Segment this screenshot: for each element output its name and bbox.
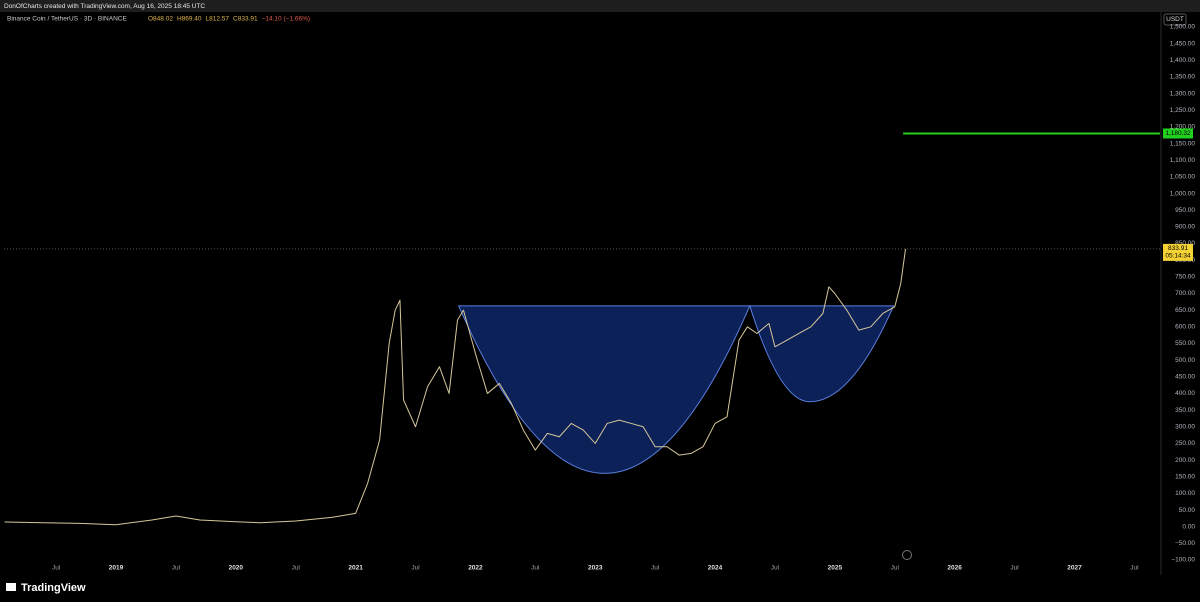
y-tick-label: 600.00	[1175, 324, 1195, 331]
x-tick-label: Jul	[292, 565, 301, 572]
top-bar	[0, 0, 1200, 12]
plot-bg	[0, 12, 1200, 575]
ohlc-value: H869.40	[177, 16, 202, 23]
y-tick-label: 1,250.00	[1170, 107, 1196, 114]
x-tick-label: 2020	[229, 565, 244, 572]
y-tick-label: 750.00	[1175, 274, 1195, 281]
y-tick-label: 1,000.00	[1170, 190, 1196, 197]
y-tick-label: 1,400.00	[1170, 57, 1196, 64]
ohlc-value: L812.57	[206, 16, 230, 23]
x-tick-label: 2022	[468, 565, 483, 572]
x-tick-label: 2021	[348, 565, 363, 572]
x-tick-label: Jul	[411, 565, 420, 572]
y-tick-label: 50.00	[1179, 507, 1196, 514]
y-tick-label: 1,150.00	[1170, 140, 1196, 147]
y-tick-label: 1,200.00	[1170, 124, 1196, 131]
y-tick-label: 550.00	[1175, 340, 1195, 347]
y-tick-label: 150.00	[1175, 473, 1195, 480]
y-tick-label: 1,450.00	[1170, 40, 1196, 47]
currency-box	[1163, 13, 1187, 26]
y-tick-label: 450.00	[1175, 374, 1195, 381]
credit: DonOfCharts created with TradingView.com…	[4, 3, 205, 10]
y-tick-label: 350.00	[1175, 407, 1195, 414]
x-tick-label: Jul	[1130, 565, 1139, 572]
y-tick-label: 0.00	[1182, 523, 1195, 530]
countdown: 05:14:34	[1165, 253, 1191, 260]
event-icon	[902, 550, 912, 560]
y-tick-label: 650.00	[1175, 307, 1195, 314]
y-tick-label: 900.00	[1175, 224, 1195, 231]
target-label-bg	[1163, 128, 1193, 139]
y-tick-label: 250.00	[1175, 440, 1195, 447]
y-tick-label: −50.00	[1175, 540, 1195, 547]
x-tick-label: 2024	[708, 565, 723, 572]
y-tick-label: 700.00	[1175, 290, 1195, 297]
currency: USDT	[1166, 16, 1184, 23]
y-tick-label: 300.00	[1175, 423, 1195, 430]
x-tick-label: 2027	[1067, 565, 1082, 572]
x-tick-label: 2019	[109, 565, 124, 572]
y-tick-label: 1,050.00	[1170, 174, 1196, 181]
y-tick-label: 100.00	[1175, 490, 1195, 497]
x-tick-label: Jul	[52, 565, 61, 572]
y-tick-label: 850.00	[1175, 240, 1195, 247]
x-tick-label: 2023	[588, 565, 603, 572]
y-tick-label: 1,300.00	[1170, 90, 1196, 97]
x-tick-label: Jul	[771, 565, 780, 572]
x-tick-label: 2026	[947, 565, 962, 572]
x-tick-label: Jul	[531, 565, 540, 572]
y-tick-label: −100.00	[1171, 557, 1195, 564]
y-tick-label: 1,350.00	[1170, 74, 1196, 81]
y-tick-label: 950.00	[1175, 207, 1195, 214]
cup-pattern	[749, 305, 895, 403]
x-tick-label: Jul	[172, 565, 181, 572]
target-label: 1,180.32	[1165, 130, 1191, 137]
x-tick-label: 2025	[828, 565, 843, 572]
brand-name: TradingView	[21, 582, 86, 594]
price-line	[4, 248, 907, 526]
brand: TradingView	[6, 582, 86, 594]
x-tick-label: Jul	[651, 565, 660, 572]
ohlc-value: C833.91	[233, 16, 258, 23]
cup-pattern	[457, 305, 751, 474]
y-tick-label: 1,100.00	[1170, 157, 1196, 164]
price-label-bg	[1163, 243, 1193, 261]
symbol: Binance Coin / TetherUS · 3D · BINANCE	[7, 16, 127, 23]
brand-logo	[6, 583, 16, 591]
y-tick-label: 1,500.00	[1170, 24, 1196, 31]
y-tick-label: 400.00	[1175, 390, 1195, 397]
price-label: 833.91	[1168, 245, 1188, 252]
ohlc-value: −14.10 (−1.66%)	[262, 16, 310, 23]
y-tick-label: 500.00	[1175, 357, 1195, 364]
y-tick-label: 200.00	[1175, 457, 1195, 464]
ohlc-value: O848.02	[148, 16, 173, 23]
x-tick-label: Jul	[1010, 565, 1019, 572]
x-tick-label: Jul	[891, 565, 900, 572]
